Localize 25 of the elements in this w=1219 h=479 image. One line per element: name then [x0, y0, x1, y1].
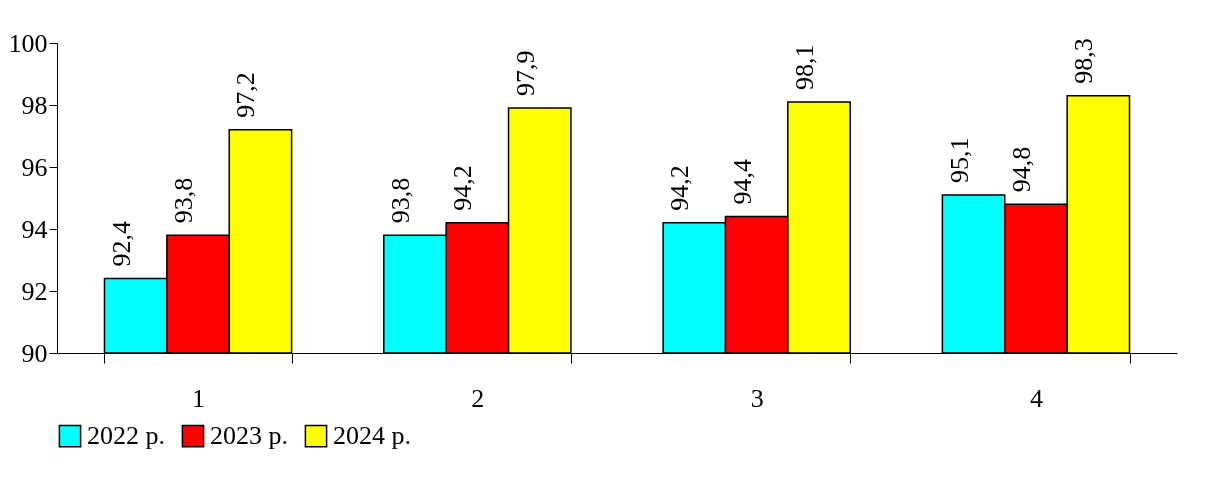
- data-label: 94,8: [1006, 146, 1036, 193]
- data-label: 94,2: [448, 165, 478, 211]
- data-label: 93,8: [169, 177, 199, 224]
- data-label: 94,4: [727, 159, 757, 205]
- legend-label: 2023 р.: [210, 421, 288, 451]
- legend-label: 2022 р.: [87, 421, 165, 451]
- legend-label: 2024 р.: [333, 421, 411, 451]
- y-tick-label: 100: [8, 28, 48, 58]
- x-tick-label: 3: [750, 383, 764, 413]
- x-tick-label: 2: [471, 383, 485, 413]
- data-label: 93,8: [385, 177, 415, 224]
- data-label: 97,2: [231, 72, 261, 118]
- y-tick-label: 96: [21, 152, 48, 182]
- data-label: 94,2: [665, 165, 695, 211]
- y-tick-label: 90: [21, 338, 48, 368]
- y-tick-label: 98: [21, 90, 48, 120]
- data-label: 95,1: [944, 137, 974, 183]
- y-tick-label: 92: [21, 276, 48, 306]
- x-tick-label: 4: [1029, 383, 1043, 413]
- y-tick-label: 94: [21, 214, 48, 244]
- data-label: 98,1: [790, 44, 820, 90]
- data-label: 92,4: [106, 221, 136, 267]
- data-label: 97,9: [510, 50, 540, 97]
- x-tick-label: 1: [192, 383, 206, 413]
- data-label: 98,3: [1069, 38, 1099, 84]
